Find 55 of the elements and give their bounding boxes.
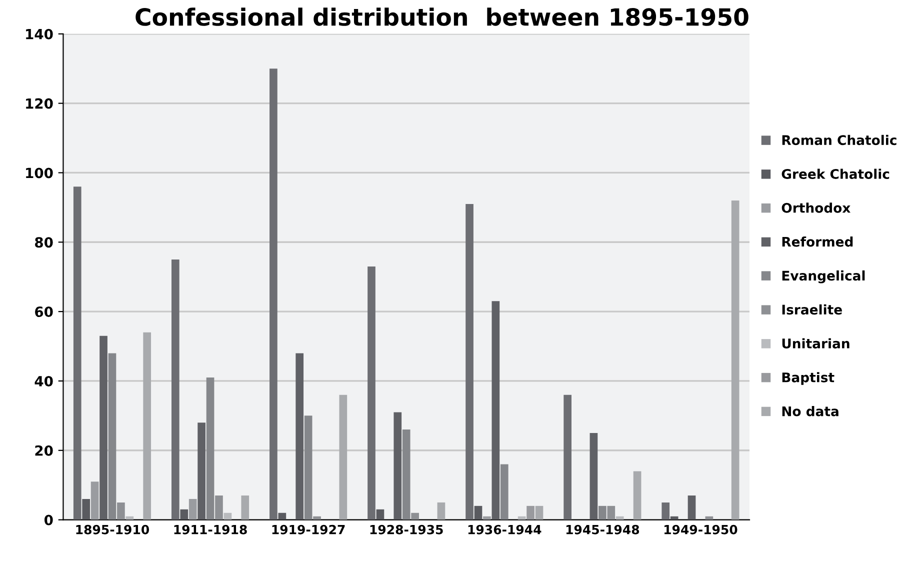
bar bbox=[241, 496, 250, 520]
legend-label: Greek Chatolic bbox=[782, 168, 890, 179]
bar bbox=[143, 332, 152, 520]
y-tick-label: 20 bbox=[35, 445, 53, 456]
x-tick-label: 1919-1927 bbox=[272, 524, 345, 534]
bar bbox=[466, 204, 474, 520]
bar bbox=[564, 394, 572, 520]
bar bbox=[394, 412, 402, 520]
y-tick-label: 120 bbox=[26, 98, 53, 109]
bar bbox=[339, 394, 348, 520]
legend-label: Israelite bbox=[782, 304, 842, 315]
x-tick-label: 1911-1918 bbox=[174, 524, 247, 534]
bar bbox=[73, 186, 82, 520]
x-tick-label: 1895-1910 bbox=[76, 524, 150, 534]
bar bbox=[526, 506, 534, 520]
y-tick-label: 0 bbox=[44, 514, 53, 526]
bar bbox=[90, 482, 99, 520]
bar bbox=[662, 502, 670, 520]
bar bbox=[437, 502, 446, 520]
bar bbox=[731, 200, 740, 520]
bar bbox=[633, 471, 642, 520]
y-tick-label: 80 bbox=[35, 237, 53, 248]
bar bbox=[492, 301, 500, 520]
y-tick-label: 140 bbox=[26, 28, 53, 40]
chart-title: Confessional distribution between 1895-1950 bbox=[136, 8, 748, 26]
x-tick-label: 1936-1944 bbox=[468, 524, 542, 534]
bar bbox=[590, 433, 598, 520]
bar bbox=[688, 496, 696, 520]
x-tick-label: 1945-1948 bbox=[566, 524, 640, 534]
bar bbox=[180, 509, 188, 520]
bar bbox=[278, 512, 286, 520]
x-tick-label: 1928-1935 bbox=[370, 524, 443, 534]
legend-label: Evangelical bbox=[782, 270, 865, 284]
bar bbox=[100, 336, 108, 520]
legend-label: Orthodox bbox=[782, 202, 850, 213]
bar bbox=[198, 422, 206, 520]
y-tick-label: 60 bbox=[35, 306, 53, 318]
y-tick-label: 100 bbox=[26, 168, 53, 178]
legend-label: Baptist bbox=[782, 372, 834, 385]
bar bbox=[535, 506, 544, 520]
bar bbox=[270, 68, 278, 520]
bar bbox=[500, 464, 508, 520]
legend-label: Reformed bbox=[782, 236, 853, 247]
bar bbox=[296, 353, 304, 520]
x-tick-label: 1949-1950 bbox=[664, 524, 738, 534]
legend-label: No data bbox=[782, 406, 838, 416]
bar bbox=[376, 509, 384, 520]
bar bbox=[474, 506, 482, 520]
legend-label: Roman Chatolic bbox=[782, 134, 896, 146]
bar bbox=[188, 498, 197, 520]
legend-label: Unitarian bbox=[782, 338, 850, 348]
bar bbox=[368, 266, 376, 520]
bar bbox=[82, 498, 90, 520]
y-tick-label: 40 bbox=[34, 376, 53, 386]
bar bbox=[171, 259, 180, 520]
